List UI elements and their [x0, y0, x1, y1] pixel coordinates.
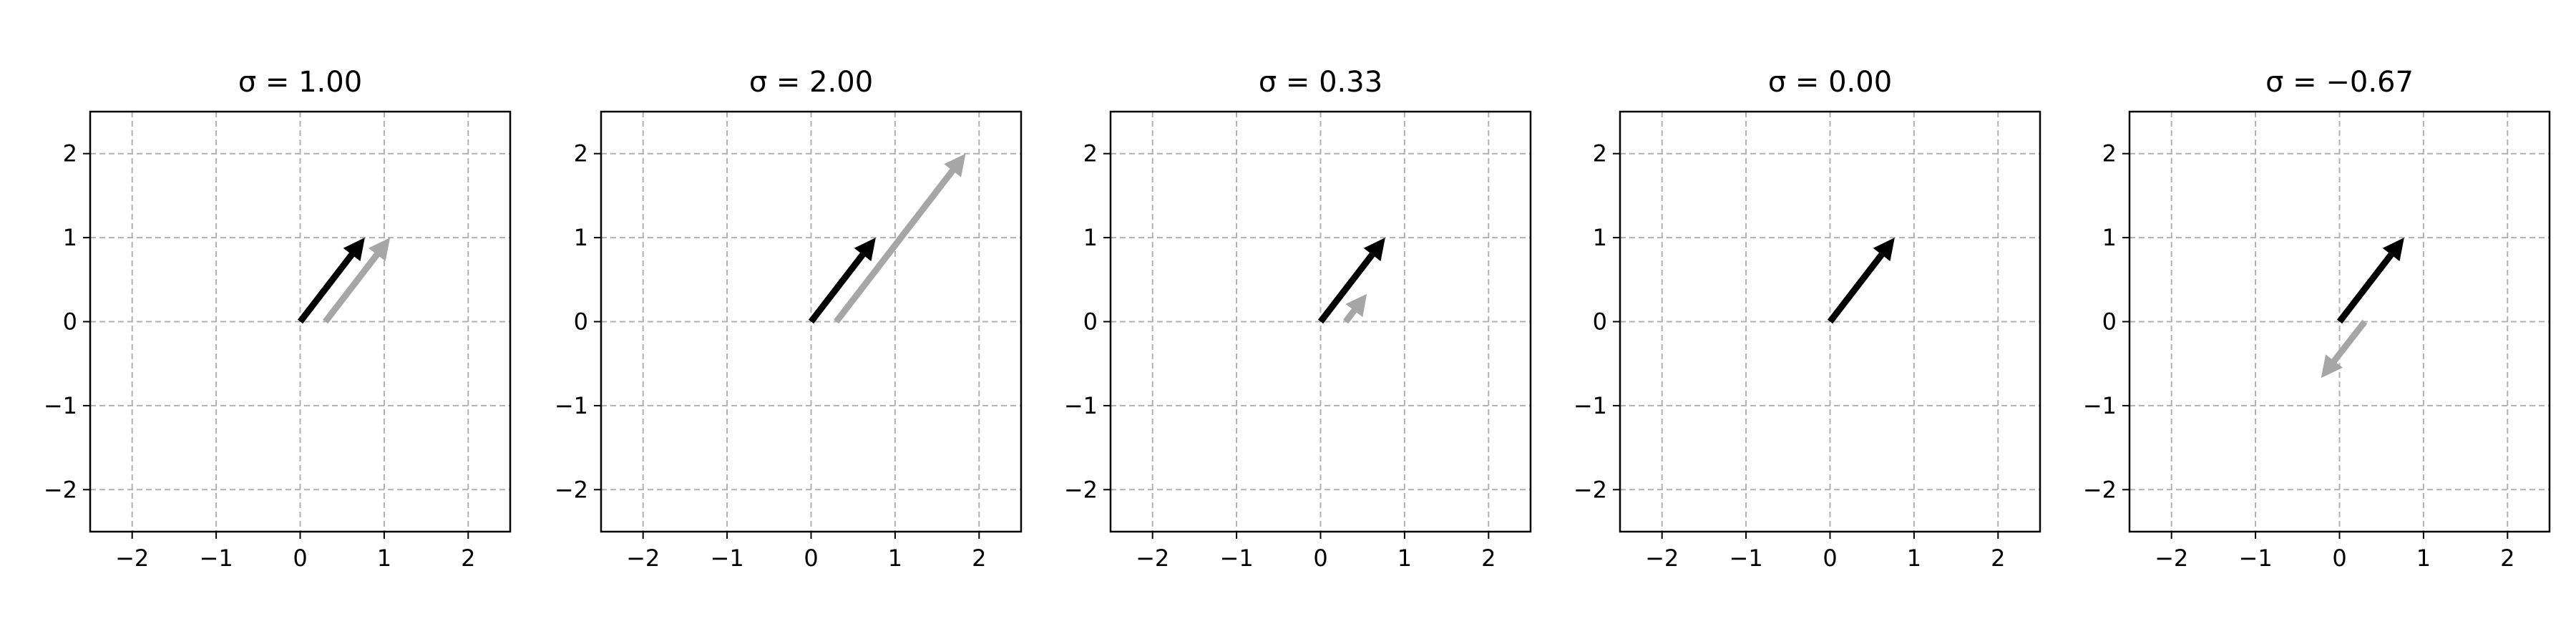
x-tick-label: 0: [804, 545, 818, 572]
x-tick-label: −1: [1220, 545, 1254, 572]
x-tick-label: −1: [200, 545, 233, 572]
y-tick-label: −1: [555, 392, 588, 419]
x-tick-label: 2: [2500, 545, 2514, 572]
vector-arrow-original: [297, 238, 365, 324]
x-tick-label: −2: [115, 545, 149, 572]
vector-arrow-original: [2336, 238, 2404, 324]
x-tick-label: 2: [1481, 545, 1496, 572]
x-tick-label: 1: [2416, 545, 2431, 572]
y-tick-label: 2: [2102, 140, 2117, 167]
x-tick-label: −1: [1729, 545, 1763, 572]
x-tick-label: −1: [2239, 545, 2273, 572]
x-tick-label: −2: [1645, 545, 1679, 572]
x-tick-label: 1: [1907, 545, 1921, 572]
x-tick-label: 0: [1823, 545, 1837, 572]
y-tick-label: 0: [63, 308, 77, 336]
x-tick-label: 0: [1313, 545, 1327, 572]
panel-title: σ = 2.00: [749, 66, 873, 99]
y-tick-label: −2: [44, 476, 77, 503]
y-tick-label: −2: [555, 476, 588, 503]
x-tick-label: 2: [1991, 545, 2005, 572]
y-tick-label: 2: [63, 140, 77, 167]
y-tick-label: 2: [1083, 140, 1098, 167]
panel-2: −2 −1 0 1 2 −2 −1 0 1 2 σ = 2.00: [555, 66, 1023, 572]
panel-title: σ = −0.67: [2265, 66, 2414, 99]
x-tick-label: 0: [2332, 545, 2346, 572]
panel-1: −2 −1 0 1 2 −2 −1 0 1 2 σ = 1.00: [44, 66, 512, 572]
panel-4: −2 −1 0 1 2 −2 −1 0 1 2 σ = 0.00: [1574, 66, 2041, 572]
panel-title: σ = 0.00: [1768, 66, 1892, 99]
x-tick-label: 1: [888, 545, 902, 572]
y-tick-label: −2: [1574, 476, 1607, 503]
y-tick-label: −1: [1064, 392, 1098, 419]
y-tick-label: 2: [574, 140, 588, 167]
y-tick-label: 0: [2102, 308, 2117, 336]
y-tick-label: −2: [2083, 476, 2117, 503]
y-tick-label: −1: [2083, 392, 2117, 419]
y-tick-label: 1: [1083, 224, 1098, 251]
y-tick-label: 1: [574, 224, 588, 251]
x-tick-label: 1: [377, 545, 391, 572]
vector-arrow-original: [1317, 238, 1385, 324]
y-tick-label: 0: [574, 308, 588, 336]
y-tick-label: −1: [1574, 392, 1607, 419]
x-tick-label: 2: [972, 545, 986, 572]
x-tick-label: −1: [711, 545, 744, 572]
y-tick-label: 1: [1593, 224, 1607, 251]
y-tick-label: 0: [1083, 308, 1098, 336]
x-tick-label: 1: [1397, 545, 1412, 572]
y-tick-label: −2: [1064, 476, 1098, 503]
x-tick-label: 0: [293, 545, 307, 572]
panel-3: −2 −1 0 1 2 −2 −1 0 1 2 σ = 0.33: [1064, 66, 1532, 572]
vector-arrow-original: [1827, 238, 1895, 324]
panel-title: σ = 0.33: [1259, 66, 1382, 99]
vector-arrow-scaled: [2321, 319, 2368, 379]
y-tick-label: 1: [2102, 224, 2117, 251]
y-tick-label: 2: [1593, 140, 1607, 167]
panel-title: σ = 1.00: [238, 66, 362, 99]
x-tick-label: −2: [626, 545, 660, 572]
vector-arrow-scaled: [834, 153, 966, 324]
x-tick-label: 2: [461, 545, 475, 572]
vector-arrow-scaled: [323, 238, 391, 324]
x-tick-label: −2: [2155, 545, 2188, 572]
vector-arrow-original: [808, 238, 876, 324]
vector-arrow-scaled: [1343, 293, 1367, 324]
y-tick-label: −1: [44, 392, 77, 419]
y-tick-label: 1: [63, 224, 77, 251]
y-tick-label: 0: [1593, 308, 1607, 336]
x-tick-label: −2: [1136, 545, 1169, 572]
panel-5: −2 −1 0 1 2 −2 −1 0 1 2 σ = −0.67: [2083, 66, 2551, 572]
